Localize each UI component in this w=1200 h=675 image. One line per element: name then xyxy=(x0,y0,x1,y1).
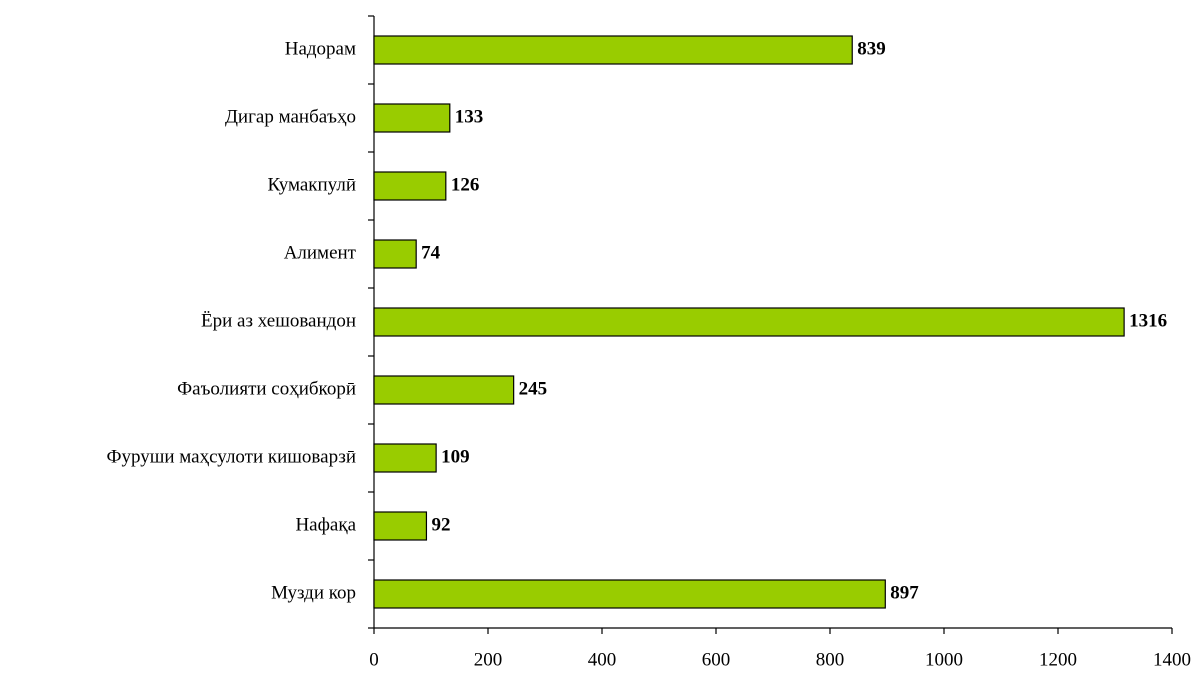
bar xyxy=(373,35,853,65)
bar xyxy=(373,375,515,405)
x-tick-label: 800 xyxy=(816,649,845,670)
value-label: 74 xyxy=(421,242,441,263)
y-tick-label: Алимент xyxy=(284,242,357,263)
value-label: 897 xyxy=(890,582,919,603)
value-label: 1316 xyxy=(1129,310,1167,331)
bar xyxy=(373,579,886,609)
y-tick-label: Ёри аз хешовандон xyxy=(201,310,356,331)
bar xyxy=(373,171,447,201)
y-tick-label: Кумакпулӣ xyxy=(267,174,356,195)
x-tick-label: 1000 xyxy=(925,649,963,670)
value-label: 245 xyxy=(519,378,548,399)
x-tick-label: 1400 xyxy=(1153,649,1191,670)
bar xyxy=(373,511,428,541)
x-tick-label: 1200 xyxy=(1039,649,1077,670)
y-tick-label: Фаъолияти соҳибкорӣ xyxy=(177,378,356,399)
value-label: 126 xyxy=(451,174,480,195)
bar xyxy=(373,239,417,269)
y-tick-label: Фуруши маҳсулоти кишоварзӣ xyxy=(106,446,356,467)
y-tick-label: Дигар манбаъҳо xyxy=(225,106,356,127)
y-tick-label: Надорам xyxy=(285,38,356,59)
x-tick-label: 400 xyxy=(588,649,617,670)
x-tick-label: 0 xyxy=(369,649,379,670)
value-label: 92 xyxy=(431,514,450,535)
x-tick-label: 200 xyxy=(474,649,503,670)
y-tick-label: Музди кор xyxy=(271,582,356,603)
bar xyxy=(373,307,1125,337)
y-tick-label: Нафақа xyxy=(295,514,356,535)
bar xyxy=(373,443,437,473)
bar xyxy=(373,103,451,133)
value-label: 133 xyxy=(455,106,484,127)
value-label: 839 xyxy=(857,38,886,59)
value-label: 109 xyxy=(441,446,470,467)
x-tick-label: 600 xyxy=(702,649,731,670)
